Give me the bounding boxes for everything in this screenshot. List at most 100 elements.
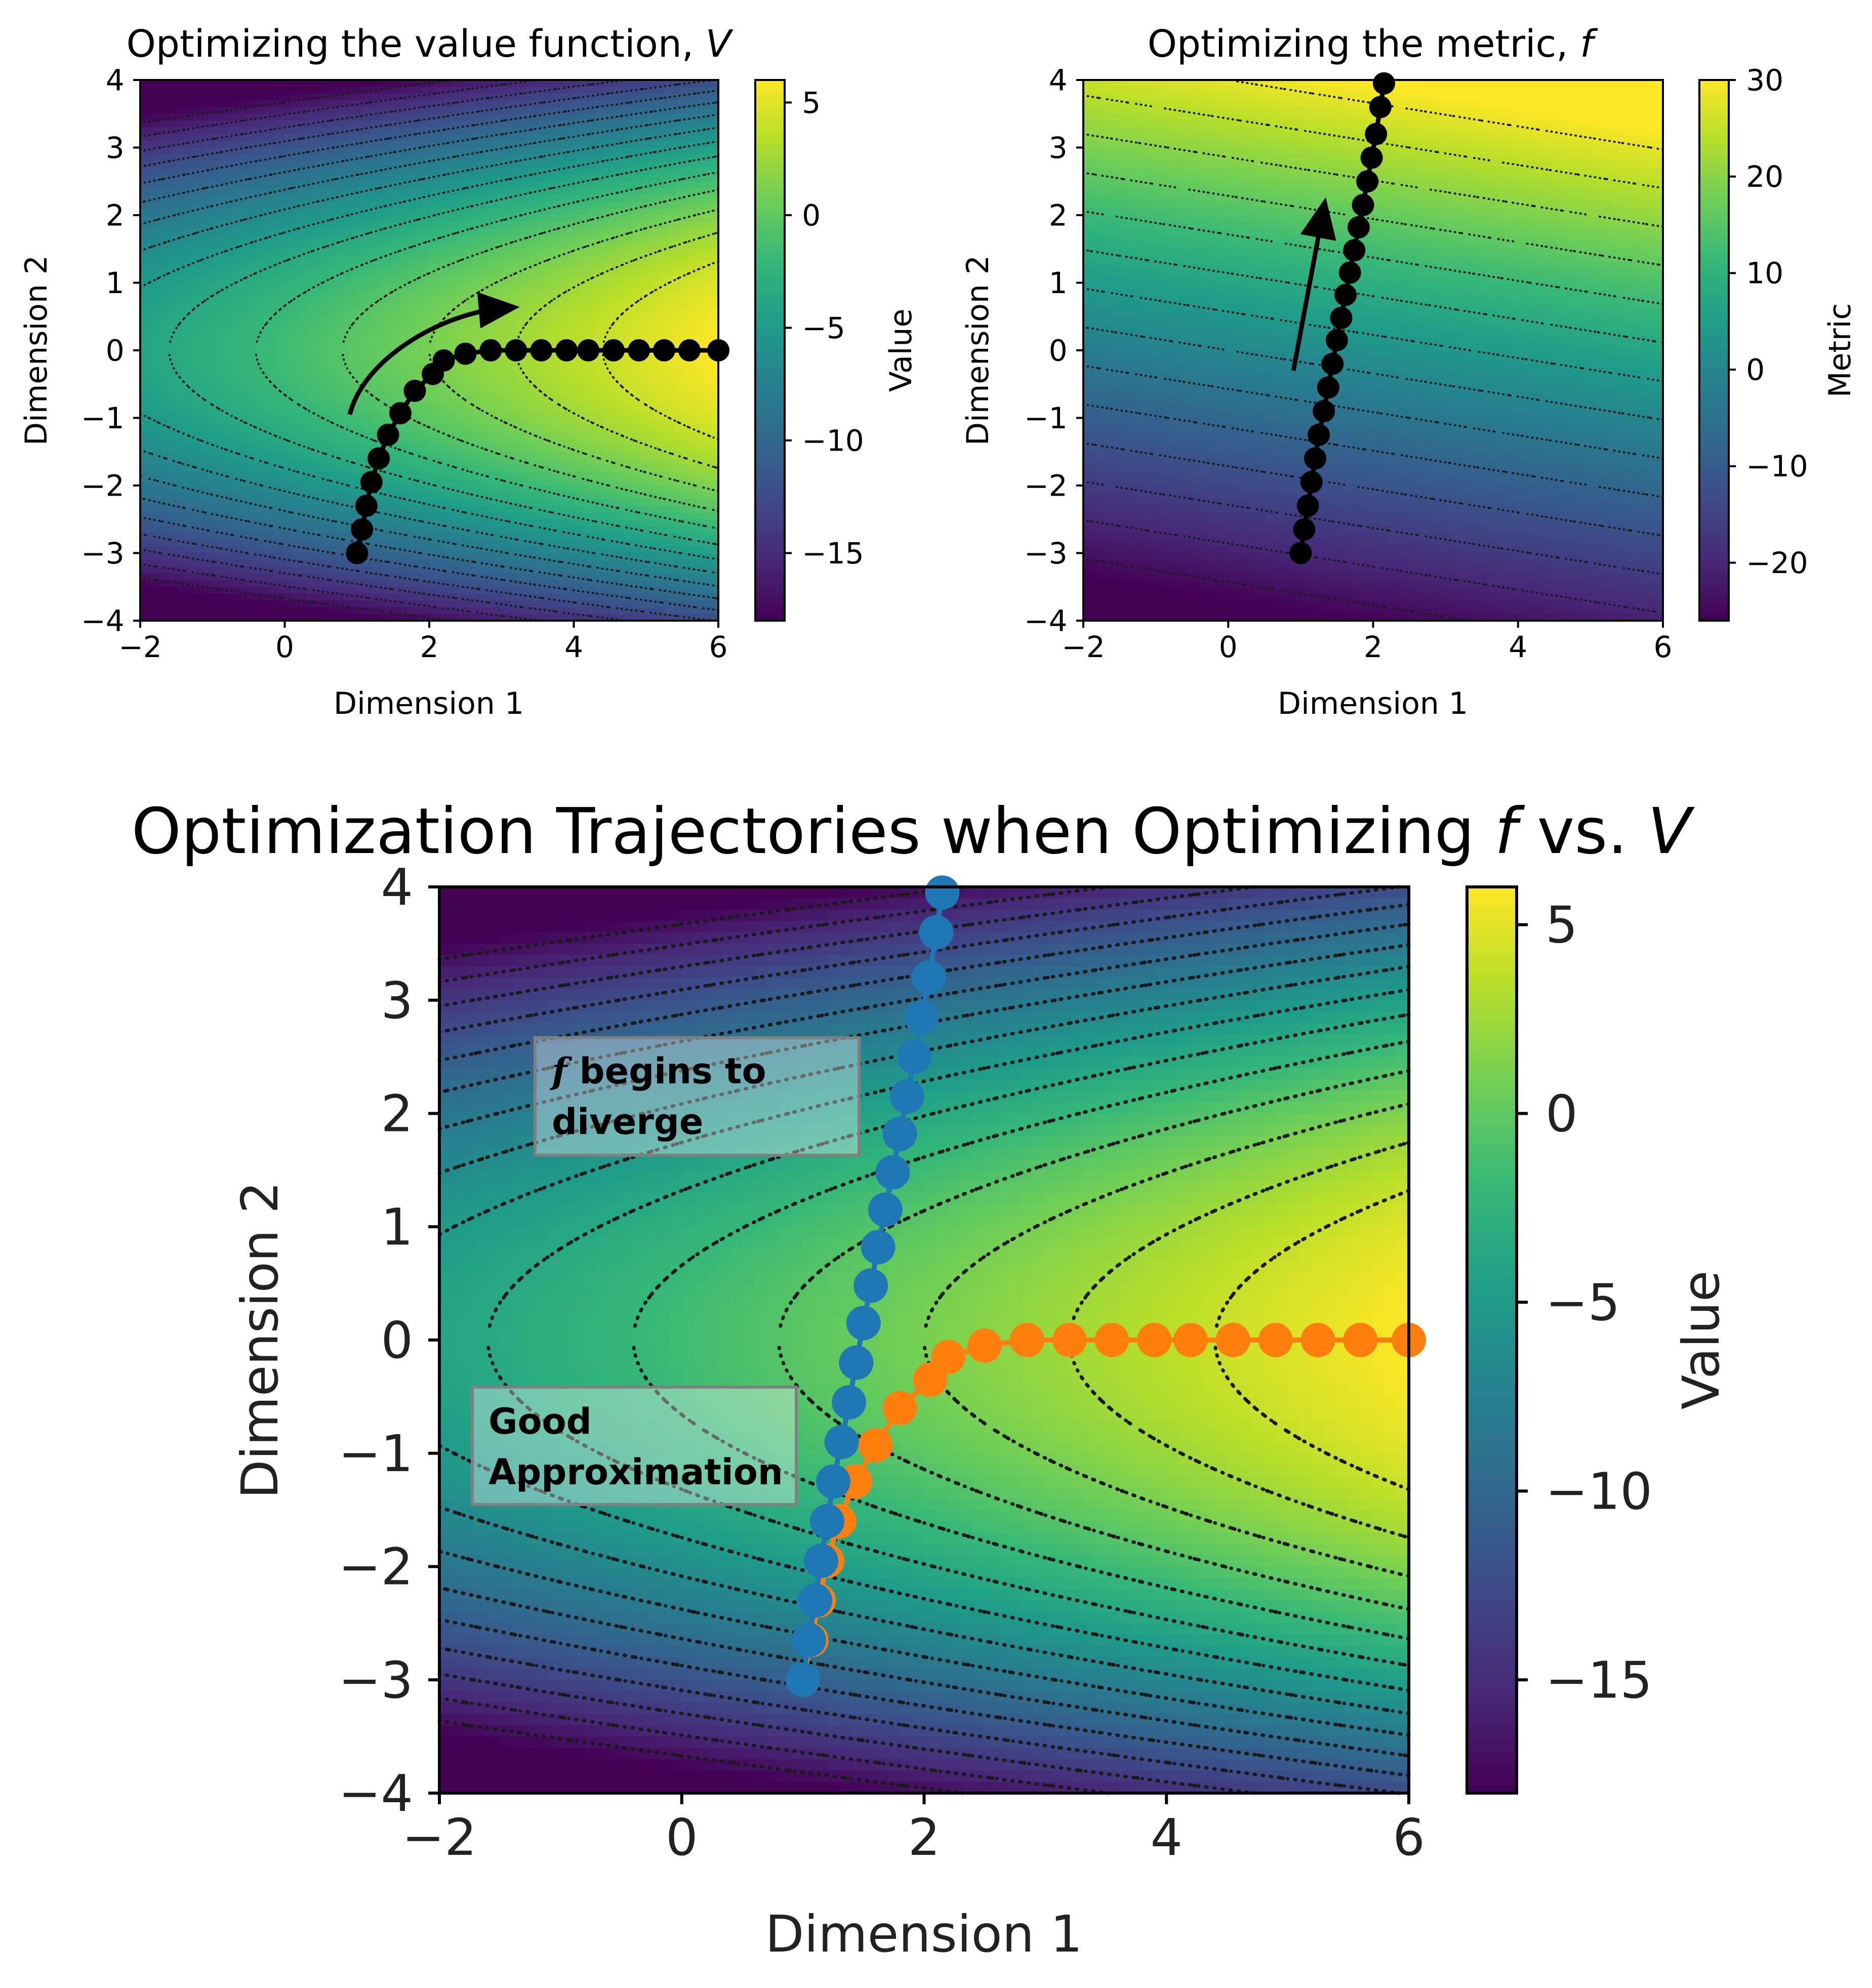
heatmap-cell (162, 310, 170, 317)
heatmap-cell (191, 222, 198, 229)
heatmap-cell (205, 276, 213, 283)
heatmap-cell (162, 431, 170, 438)
heatmap-cell (220, 80, 227, 87)
heatmap-cell (205, 526, 213, 533)
heatmap-cell (205, 141, 213, 148)
heatmap-cell (184, 377, 191, 384)
heatmap-cell (227, 344, 234, 351)
heatmap-cell (176, 350, 184, 357)
heatmap-cell (205, 533, 213, 540)
heatmap-cell (213, 350, 220, 357)
heatmap-cell (198, 141, 206, 148)
heatmap-cell (162, 262, 170, 269)
heatmap-cell (176, 418, 184, 425)
heatmap-cell (241, 262, 249, 269)
heatmap-cell (205, 344, 213, 351)
heatmap-cell (162, 607, 170, 614)
heatmap-cell (191, 87, 198, 94)
heatmap-cell (155, 161, 162, 168)
heatmap-cell (205, 377, 213, 384)
heatmap-cell (227, 269, 234, 276)
heatmap-cell (169, 465, 177, 472)
heatmap-cell (162, 377, 170, 384)
heatmap-cell (241, 350, 249, 357)
heatmap-cell (241, 222, 249, 229)
heatmap-cell (147, 330, 155, 337)
heatmap-cell (227, 519, 234, 526)
heatmap-cell (241, 566, 249, 574)
heatmap-cell (234, 438, 242, 445)
heatmap-cell (220, 404, 227, 412)
heatmap-cell (220, 127, 227, 134)
heatmap-cell (198, 607, 206, 614)
heatmap-cell (241, 316, 249, 323)
heatmap-cell (213, 80, 220, 87)
heatmap-cell (184, 114, 191, 121)
heatmap-cell (198, 100, 206, 107)
heatmap-cell (205, 418, 213, 425)
heatmap-cell (234, 384, 242, 391)
heatmap-cell (227, 175, 234, 182)
heatmap-cell (184, 80, 191, 87)
heatmap-cell (176, 94, 184, 101)
heatmap-cell (191, 235, 198, 242)
heatmap-cell (140, 330, 148, 337)
heatmap-cell (213, 242, 220, 249)
heatmap-cell (234, 594, 242, 601)
heatmap-cell (227, 533, 234, 540)
heatmap-cell (191, 377, 198, 384)
heatmap-cell (205, 323, 213, 331)
heatmap-cell (162, 222, 170, 229)
heatmap-cell (184, 134, 191, 141)
heatmap-cell (140, 276, 148, 283)
heatmap-cell (184, 411, 191, 418)
heatmap-cell (155, 540, 162, 547)
heatmap-cell (213, 553, 220, 560)
heatmap-cell (205, 459, 213, 466)
heatmap-cell (198, 303, 206, 310)
heatmap-cell (140, 472, 148, 479)
heatmap-cell (213, 452, 220, 459)
heatmap-cell (198, 290, 206, 297)
heatmap-cell (169, 397, 177, 404)
heatmap-cell (227, 506, 234, 513)
heatmap-cell (241, 269, 249, 276)
heatmap-cell (155, 485, 162, 493)
heatmap-cell (155, 391, 162, 398)
heatmap-cell (198, 215, 206, 222)
heatmap-cell (234, 357, 242, 364)
heatmap-cell (162, 418, 170, 425)
heatmap-cell (140, 114, 148, 121)
heatmap-cell (191, 215, 198, 222)
heatmap-cell (162, 546, 170, 553)
heatmap-cell (155, 364, 162, 371)
heatmap-cell (241, 120, 249, 128)
heatmap-cell (220, 188, 227, 195)
heatmap-cell (234, 364, 242, 371)
heatmap-cell (205, 269, 213, 276)
heatmap-cell (234, 371, 242, 378)
heatmap-cell (198, 209, 206, 216)
heatmap-cell (241, 594, 249, 601)
heatmap-cell (184, 404, 191, 412)
heatmap-cell (227, 283, 234, 290)
heatmap-cell (169, 600, 177, 607)
heatmap-cell (227, 404, 234, 412)
heatmap-cell (227, 94, 234, 101)
heatmap-cell (176, 283, 184, 290)
heatmap-cell (234, 209, 242, 216)
heatmap-cell (140, 323, 148, 331)
heatmap-cell (184, 492, 191, 499)
heatmap-cell (155, 526, 162, 533)
heatmap-cell (169, 364, 177, 371)
heatmap-cell (234, 100, 242, 107)
heatmap-cell (213, 209, 220, 216)
heatmap-cell (191, 594, 198, 601)
heatmap-cell (155, 492, 162, 499)
heatmap-cell (241, 438, 249, 445)
heatmap-cell (147, 290, 155, 297)
heatmap-cell (213, 377, 220, 384)
heatmap-cell (241, 357, 249, 364)
heatmap-cell (234, 87, 242, 94)
heatmap-cell (213, 154, 220, 161)
